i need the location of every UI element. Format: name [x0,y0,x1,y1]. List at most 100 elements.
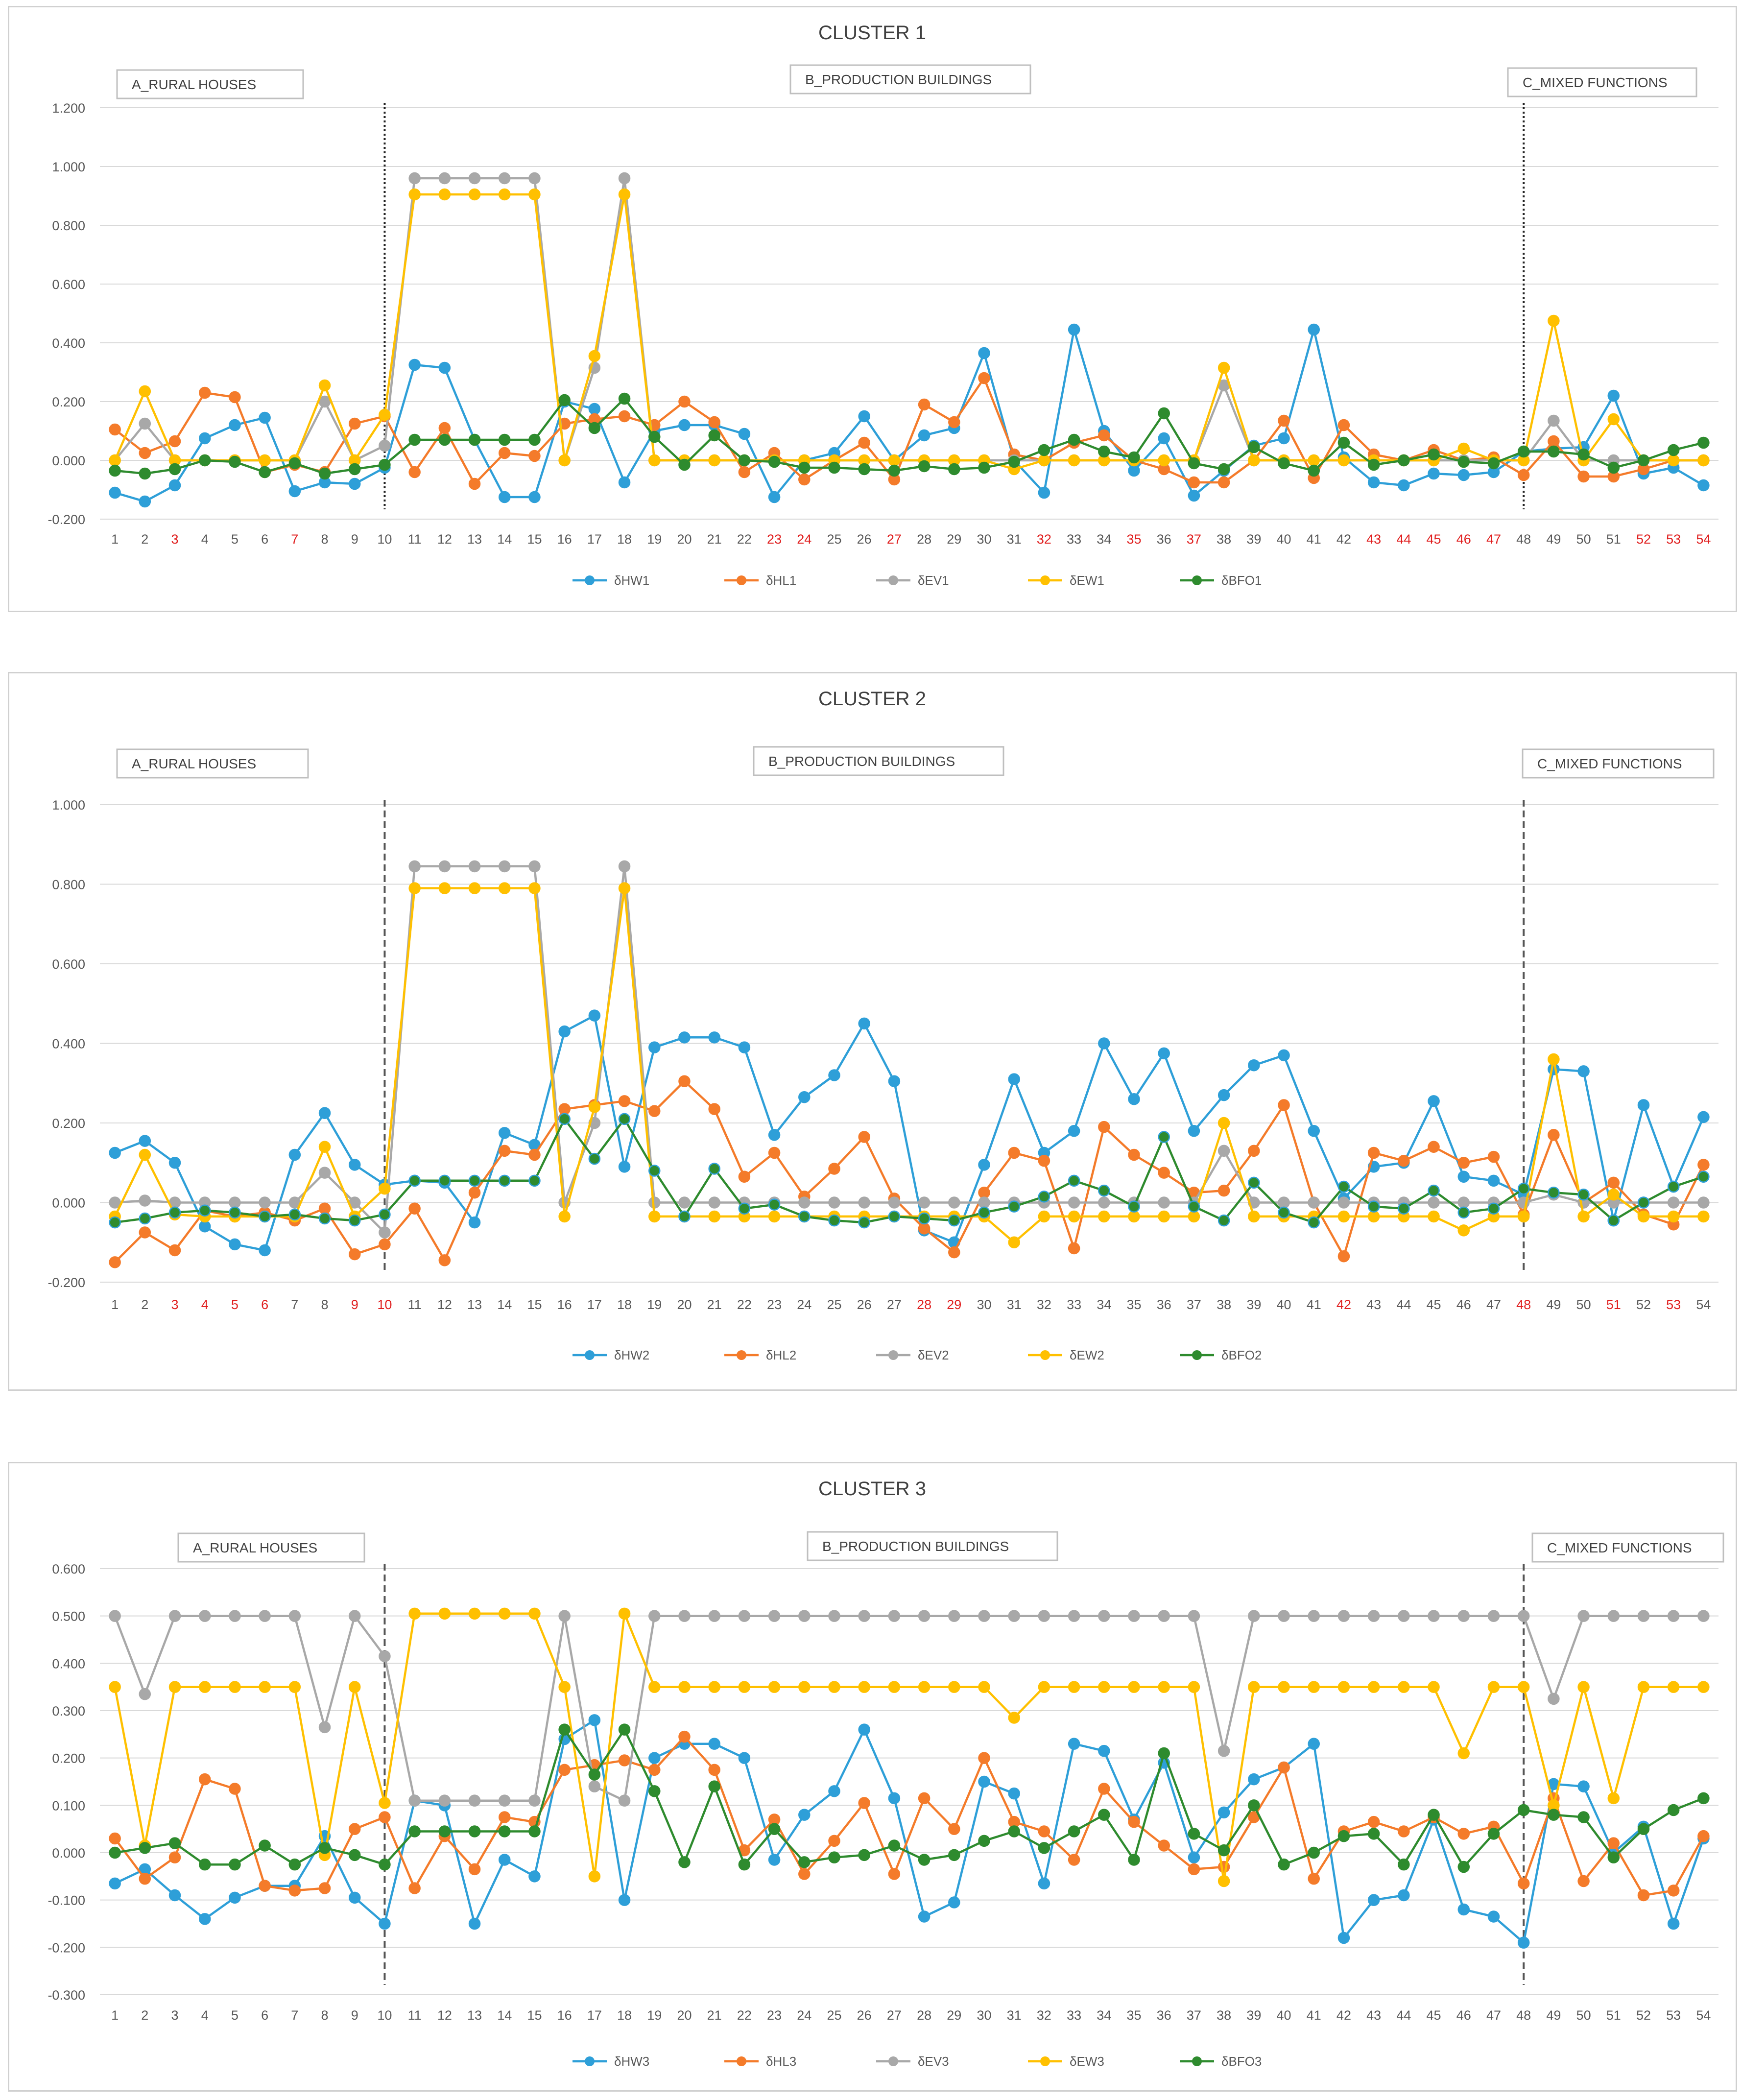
x-tick-label: 28 [917,2008,931,2023]
x-tick-label: 38 [1217,2008,1231,2023]
data-point-ev [1548,414,1560,427]
x-tick-label: 18 [617,1297,632,1312]
data-point-bfo [768,455,781,468]
data-point-ev [438,860,451,873]
data-point-bfo [618,1113,631,1125]
data-point-ew [408,188,421,201]
data-point-hl [738,1170,751,1183]
data-point-ew [1367,1210,1380,1223]
data-point-hl [828,1835,840,1847]
x-tick-label: 45 [1427,1297,1441,1312]
data-point-hl [499,1811,511,1823]
data-point-bfo [1278,1206,1290,1219]
data-point-bfo [318,467,331,480]
x-tick-label: 15 [527,1297,542,1312]
y-tick-label: 1.000 [52,798,85,812]
data-point-bfo [1188,457,1200,470]
legend-label-ev: δEV2 [918,1348,949,1362]
data-point-ev [318,1167,331,1179]
data-point-hw [588,1714,601,1726]
data-point-hl [379,1238,391,1251]
data-point-bfo [1367,458,1380,471]
x-tick-label: 33 [1067,2008,1081,2023]
data-point-hw [259,411,271,424]
x-tick-label: 52 [1636,532,1651,547]
data-point-ew [948,1681,960,1693]
data-point-ew [1158,1681,1170,1693]
data-point-hw [1188,1125,1200,1137]
data-point-ev [259,1196,271,1209]
data-point-ev [139,1194,151,1207]
data-point-bfo [648,1785,661,1797]
data-point-hw [1248,1059,1260,1072]
data-point-ev [109,1610,121,1622]
legend-swatch-marker [1192,575,1202,585]
data-point-hl [618,1754,631,1766]
x-tick-label: 23 [767,2008,782,2023]
data-point-hw [348,1159,361,1171]
data-point-ew [1457,1747,1470,1760]
data-point-hl [1548,1129,1560,1141]
data-point-hw [918,1910,931,1923]
data-point-bfo [229,455,241,468]
data-point-bfo [948,1849,960,1861]
data-point-hw [738,428,751,440]
data-point-bfo [708,1163,720,1175]
data-point-ew [1457,442,1470,455]
data-point-hl [168,435,181,448]
x-tick-label: 42 [1336,1297,1351,1312]
data-point-ev [1098,1196,1110,1209]
data-point-hw [109,1146,121,1159]
data-point-hw [828,1069,840,1081]
data-point-bfo [1487,1828,1500,1840]
data-point-ew [499,1607,511,1620]
data-point-hl [1697,1830,1710,1842]
data-point-hl [198,386,211,399]
data-point-hw [1128,1093,1140,1105]
data-point-bfo [1068,433,1080,446]
data-point-bfo [768,1198,781,1211]
cluster-3-panel: CLUSTER 3 -0.300 -0.200 -0.100 0.000 0.100 0.2… [8,1462,1737,2092]
data-point-hl [948,1823,960,1835]
data-point-bfo [1128,451,1140,464]
legend-label-hw: δHW3 [614,2054,649,2069]
x-tick-label: 53 [1666,1297,1681,1312]
x-tick-label: 49 [1546,2008,1561,2023]
x-tick-label: 22 [737,532,752,547]
data-point-hl [768,1146,781,1159]
data-point-hl [468,1186,481,1199]
data-point-ew [558,1210,571,1223]
x-tick-label: 23 [767,1297,782,1312]
data-point-hw [1278,432,1290,445]
data-point-ew [1607,413,1620,426]
data-point-hw [1577,1780,1590,1792]
x-tick-label: 31 [1007,532,1022,547]
data-point-hw [1457,469,1470,481]
legend-label-ew: δEW2 [1070,1348,1104,1362]
data-point-ev [858,1196,870,1209]
data-point-ew [738,1681,751,1693]
data-point-ew [1248,1681,1260,1693]
data-point-ev [318,1721,331,1734]
data-point-ew [1008,1236,1020,1248]
x-tick-label: 5 [231,1297,239,1312]
data-point-hw [528,491,541,503]
data-point-hl [109,423,121,436]
data-point-hw [948,1896,960,1909]
section-label-box [1522,748,1715,779]
data-point-hl [1128,1148,1140,1161]
data-point-ew [438,1607,451,1620]
data-point-hl [528,450,541,462]
data-point-hw [229,1891,241,1904]
y-tick-label: -0.300 [48,1988,85,2003]
y-tick-label: 0.000 [52,1196,85,1211]
data-point-ew [379,408,391,421]
section-label-box [753,746,1004,776]
data-point-hw [499,491,511,503]
data-point-bfo [1637,454,1650,467]
data-point-ew [708,1210,720,1223]
x-tick-label: 19 [647,2008,662,2023]
data-point-hw [468,1216,481,1229]
x-tick-label: 7 [291,2008,298,2023]
data-point-hl [139,1872,151,1885]
